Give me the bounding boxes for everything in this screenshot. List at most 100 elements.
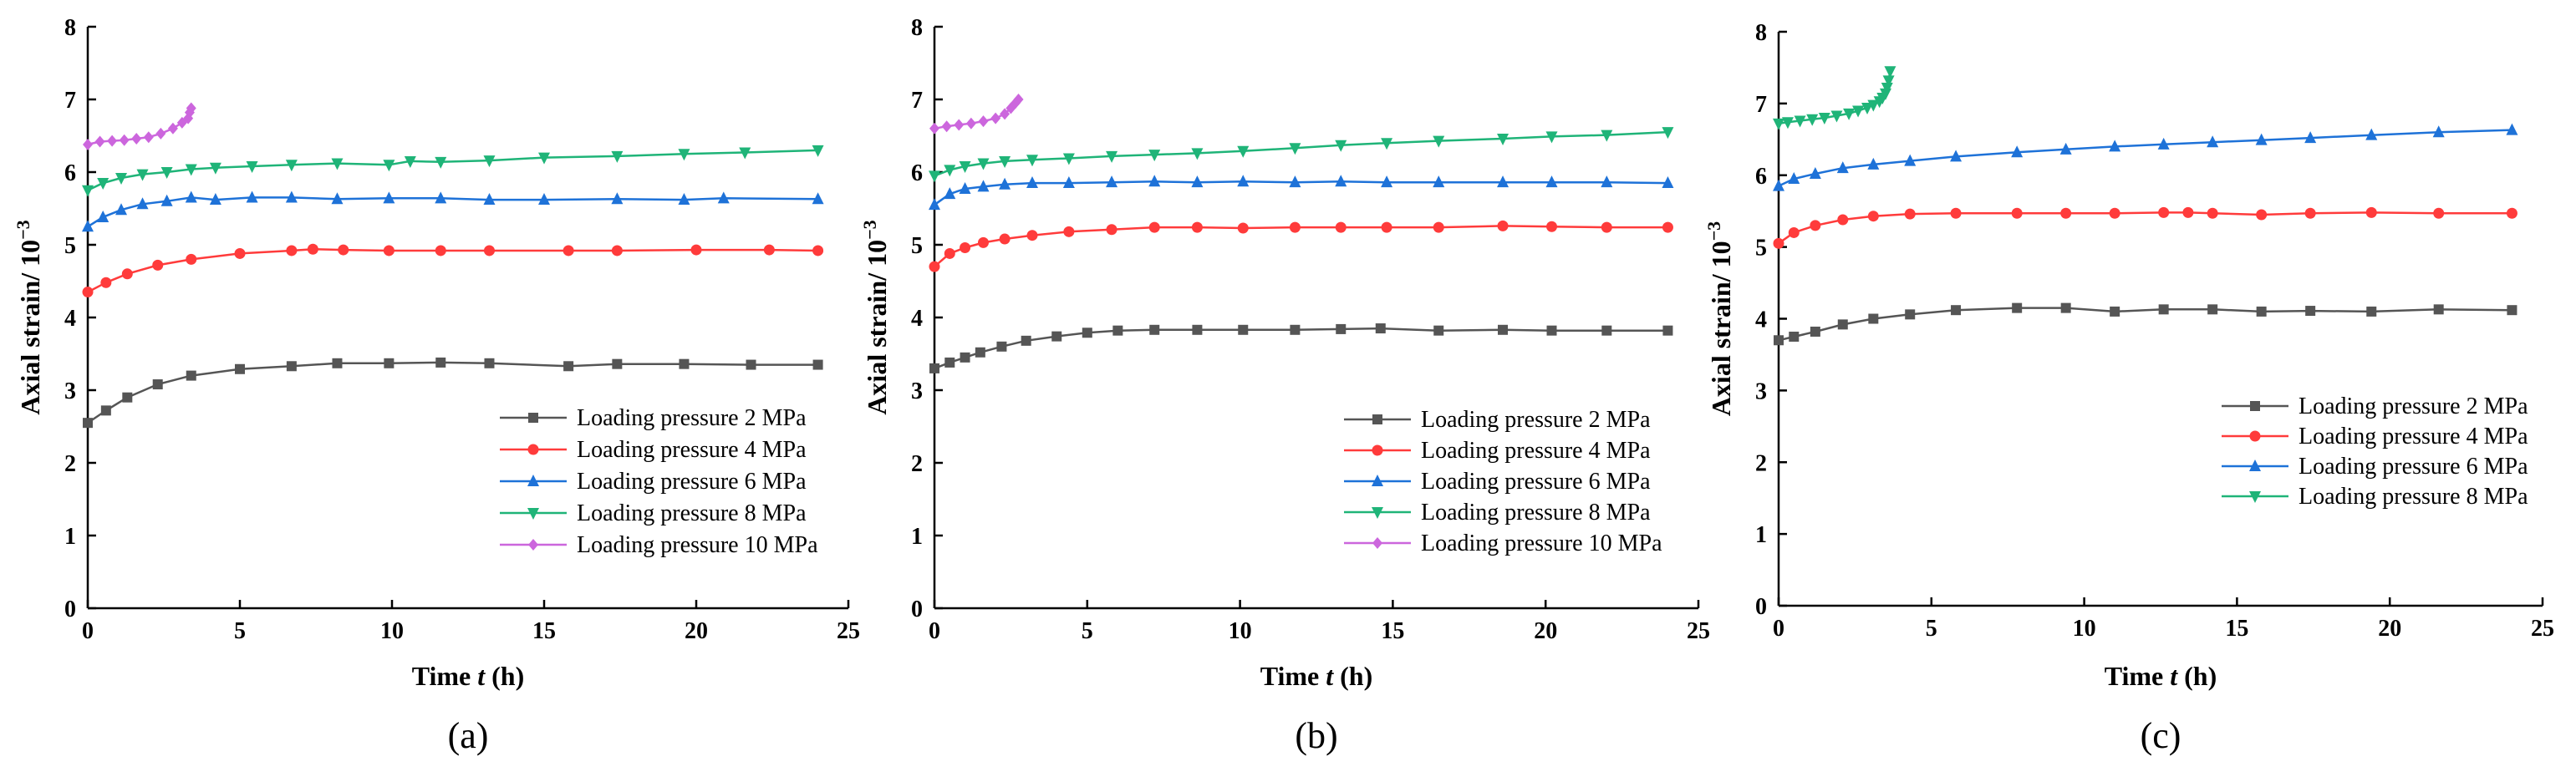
y-tick-label: 2 [911,451,923,477]
series-line [87,196,818,228]
data-point [1191,221,1203,233]
data-point [83,418,93,429]
data-point [611,150,624,163]
data-point [136,169,149,181]
data-point [435,191,447,204]
data-point [1381,221,1392,233]
data-point [2158,206,2170,218]
data-point [1882,75,1895,88]
data-point [1788,172,1800,185]
series-line [87,361,818,424]
data-point [143,131,154,144]
data-point [954,119,965,131]
y-tick-label: 1 [1755,522,1767,548]
data-point [332,358,343,368]
data-point [2304,207,2316,219]
chart-panel-2: 0 1 2 3 4 5 6 7 8 0 5 10 15 20 25 Axial strain/ 10−3 Tim… [859,15,1710,756]
data-point [1191,175,1204,188]
data-point [186,102,196,114]
data-point [990,112,1001,124]
data-point [1662,127,1674,140]
data-point [2207,304,2218,315]
legend-label: Loading pressure 2 MPa [577,405,807,431]
data-point [1238,324,1249,335]
legend-label: Loading pressure 6 MPa [577,469,807,495]
data-point [2255,133,2268,145]
x-tick-label: 20 [1534,618,1557,644]
data-point [1336,323,1347,334]
data-point [1433,325,1444,336]
data-point [1789,331,1800,342]
data-point [1106,224,1117,236]
data-point [234,247,246,259]
series-loading-pressure-6-mpa [929,175,1674,211]
panel-label: (b) [1295,715,1337,756]
data-point [286,361,297,372]
data-point [1836,161,1849,174]
x-tick-label: 20 [2378,616,2401,642]
data-point [100,277,112,288]
data-point [1861,103,1874,115]
data-point [435,156,447,169]
data-point [121,268,133,280]
data-point [1000,108,1011,120]
data-point [1546,325,1557,336]
data-point [285,160,298,172]
data-point [285,190,298,203]
data-point [538,193,550,206]
data-point [1545,175,1558,188]
data-point [483,245,495,256]
data-point [1375,323,1386,334]
data-point [1062,153,1075,165]
legend: Loading pressure 2 MPa Loading pressure 4… [2222,394,2528,510]
legend-marker [1372,444,1383,456]
data-point [209,162,221,175]
x-tick-label: 0 [929,618,940,644]
data-point [97,210,109,222]
data-point [1545,131,1558,144]
y-tick-label: 8 [911,15,923,41]
data-point [1191,148,1204,160]
data-point [1662,221,1673,233]
y-tick-label: 7 [64,88,76,114]
data-point [136,197,149,210]
data-point [1837,214,1849,226]
data-point [383,191,395,204]
series-line [87,247,818,293]
y-axis-title: Axial strain/ 10−3 [1703,221,1736,416]
data-point [2207,207,2218,219]
data-point [678,149,690,161]
data-point [996,341,1007,352]
data-point [307,243,318,255]
data-point [1774,335,1784,346]
data-point [1794,115,1806,128]
data-point [1662,325,1673,336]
y-tick-label: 3 [911,378,923,404]
data-point [2182,206,2194,218]
data-point [185,164,197,176]
data-point [746,359,756,370]
data-point [82,220,94,232]
data-point [1773,179,1784,191]
data-point [1290,324,1301,335]
data-point [944,187,956,200]
data-point [1806,114,1819,126]
data-point [286,245,298,256]
data-point [235,363,245,374]
data-point [2158,304,2169,315]
data-point [1884,66,1896,79]
data-point [2207,135,2219,148]
data-point [965,117,976,129]
series-line [1778,211,2512,245]
data-point [1237,222,1249,234]
data-point [2109,207,2120,219]
data-point [2366,306,2377,317]
data-point [2060,302,2071,313]
y-tick-label: 6 [64,160,76,186]
y-tick-label: 0 [1755,594,1767,620]
legend-label: Loading pressure 10 MPa [1421,531,1662,556]
data-point [1773,118,1784,130]
x-axis-title: Time t (h) [412,661,525,691]
legend-label: Loading pressure 4 MPa [2299,424,2528,449]
